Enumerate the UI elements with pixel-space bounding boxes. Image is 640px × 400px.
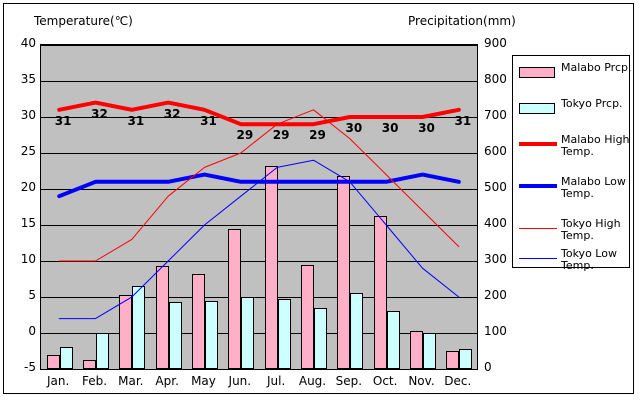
legend-label: Tokyo Low Temp. xyxy=(561,247,617,272)
y-tick-label: 25 xyxy=(20,144,36,158)
data-label: 31 xyxy=(127,113,145,128)
y-tick-label: 15 xyxy=(20,216,36,230)
bar xyxy=(132,286,146,369)
legend-label: Malabo Low Temp. xyxy=(561,175,626,200)
data-label: 31 xyxy=(454,113,472,128)
bar xyxy=(277,298,291,369)
bar xyxy=(373,216,387,369)
y2-tick-label: 600 xyxy=(484,144,507,158)
data-label: 31 xyxy=(200,113,217,128)
data-label: 32 xyxy=(91,106,108,121)
bar xyxy=(119,295,133,369)
x-tick-label: Oct. xyxy=(372,374,398,388)
y-tick-label: -5 xyxy=(24,360,36,374)
y2-tick-label: 200 xyxy=(484,288,507,302)
bar xyxy=(168,302,182,369)
y2-tick-label: 300 xyxy=(484,252,507,266)
legend-swatch-line xyxy=(519,258,557,259)
line-series xyxy=(58,159,460,320)
x-tick-label: Sep. xyxy=(335,374,363,388)
x-tick-label: Mar. xyxy=(118,374,144,388)
gridline xyxy=(41,117,477,118)
gridline xyxy=(41,297,477,298)
data-label: 32 xyxy=(163,106,181,121)
gridline xyxy=(41,261,477,262)
bar xyxy=(205,300,218,369)
y-tick-label: 10 xyxy=(20,252,36,266)
x-tick-label: May xyxy=(191,374,216,388)
y2-tick-label: 700 xyxy=(484,108,507,122)
bar xyxy=(301,264,314,369)
data-label: 29 xyxy=(309,128,326,143)
gridline xyxy=(41,333,477,334)
legend-label: Malabo High Temp. xyxy=(561,133,630,158)
gridline xyxy=(41,153,477,154)
bar xyxy=(314,307,327,369)
bar xyxy=(350,293,364,369)
plot-area: 31 32 31 32 31 29 29 29 30 30 30 31 xyxy=(40,44,478,370)
x-tick-label: Aug. xyxy=(298,374,327,388)
data-label: 30 xyxy=(345,121,363,135)
y-tick-label: 20 xyxy=(20,180,36,194)
y-tick-label: 5 xyxy=(28,288,36,302)
x-tick-label: Jan. xyxy=(47,374,70,388)
legend-swatch-box xyxy=(519,67,555,78)
bar xyxy=(46,354,60,369)
y-tick-label: 40 xyxy=(20,36,36,50)
gridline xyxy=(41,189,477,190)
legend-label: Tokyo Prcp. xyxy=(561,97,623,110)
y2-tick-label: 500 xyxy=(484,180,507,194)
y2-tick-label: 100 xyxy=(484,324,507,338)
right-axis-title: Precipitation(mm) xyxy=(408,14,516,28)
y2-tick-label: 800 xyxy=(484,72,507,86)
gridline xyxy=(41,81,477,82)
y2-tick-label: 400 xyxy=(484,216,507,230)
bar xyxy=(410,331,423,369)
line-series xyxy=(57,100,461,127)
bar xyxy=(192,273,205,369)
data-label: 30 xyxy=(418,121,435,135)
bar xyxy=(386,311,400,369)
legend-swatch-box xyxy=(519,103,555,114)
bar xyxy=(423,333,436,369)
left-axis-title: Temperature(℃) xyxy=(34,14,133,28)
x-tick-label: Nov. xyxy=(408,374,435,388)
y-tick-label: 35 xyxy=(20,72,36,86)
data-label: 30 xyxy=(381,121,399,135)
line-series xyxy=(57,172,461,199)
line-series xyxy=(58,109,460,262)
y2-tick-label: 900 xyxy=(484,36,507,50)
line-series-group xyxy=(57,100,461,320)
gridline xyxy=(41,45,477,46)
legend-label: Tokyo High Temp. xyxy=(561,217,621,242)
chart-frame: Temperature(℃) Precipitation(mm) -5 0 5 10 1… xyxy=(3,3,634,394)
data-label: 29 xyxy=(236,128,254,143)
x-tick-label: Dec. xyxy=(444,374,472,388)
data-label: 29 xyxy=(272,128,290,143)
legend-swatch-line xyxy=(519,184,557,188)
x-tick-label: Jun. xyxy=(228,374,252,388)
x-tick-label: Jul. xyxy=(267,374,286,388)
bar xyxy=(228,228,242,369)
legend: Malabo Prcp. Tokyo Prcp. Malabo High Temp.… xyxy=(512,55,632,272)
bar xyxy=(59,347,73,369)
gridline xyxy=(41,225,477,226)
legend-label: Malabo Prcp. xyxy=(561,61,632,74)
bar xyxy=(241,297,255,369)
bar xyxy=(96,333,109,369)
y2-tick-label: 0 xyxy=(484,360,492,374)
bar xyxy=(337,176,351,369)
data-label: 31 xyxy=(54,113,72,128)
y-tick-label: 0 xyxy=(28,324,36,338)
legend-swatch-line xyxy=(519,228,557,229)
bar xyxy=(264,165,278,369)
x-tick-label: Feb. xyxy=(81,374,108,388)
bar xyxy=(459,349,473,369)
x-tick-label: Apr. xyxy=(155,374,179,388)
bar xyxy=(446,351,460,369)
y-tick-label: 30 xyxy=(20,108,36,122)
legend-swatch-line xyxy=(519,142,557,146)
bar xyxy=(83,360,96,369)
